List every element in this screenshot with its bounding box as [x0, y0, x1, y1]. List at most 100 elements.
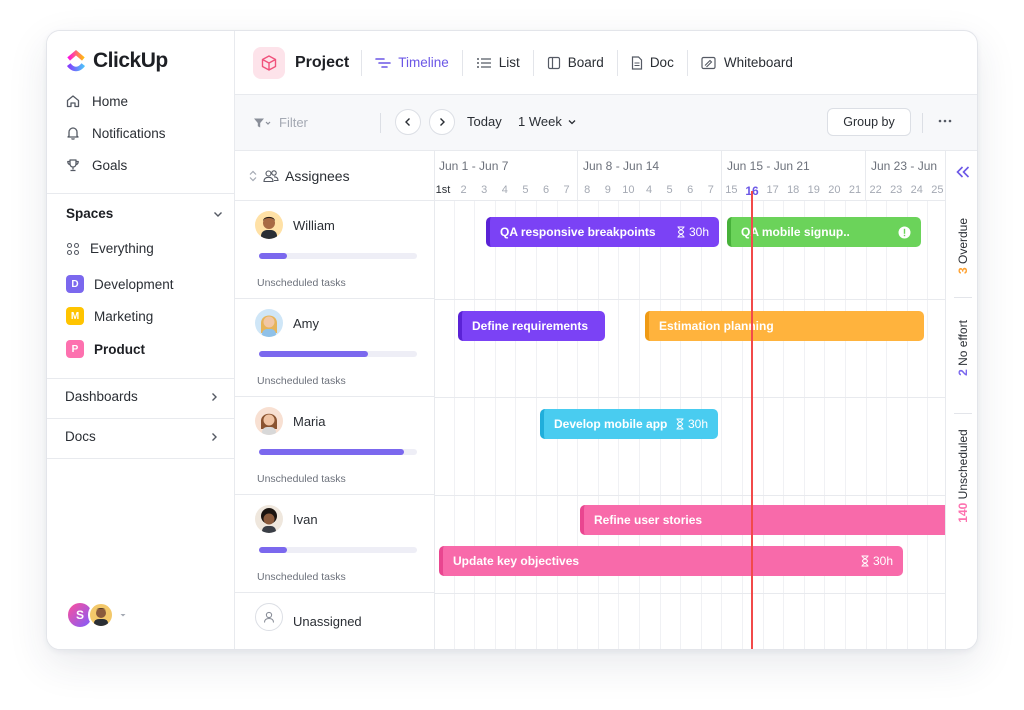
header-divider	[532, 49, 534, 76]
header-divider	[361, 49, 363, 76]
filter-label: Filter	[279, 115, 308, 130]
chevron-down-icon[interactable]	[212, 208, 224, 220]
task-estimate: 30h	[676, 225, 709, 239]
next-button[interactable]	[429, 109, 455, 135]
tab-timeline[interactable]: Timeline	[375, 55, 449, 70]
space-marketing-label: Marketing	[94, 308, 154, 324]
overdue-counter[interactable]: 3 Overdue	[956, 218, 970, 274]
task-label: QA mobile signup..	[741, 225, 850, 239]
collapse-button[interactable]	[955, 165, 971, 184]
no-effort-count: 2	[956, 369, 970, 376]
unscheduled-tasks-link[interactable]: Unscheduled tasks	[257, 375, 346, 387]
assignee-row-ivan: Ivan Unscheduled tasks	[235, 495, 435, 593]
task-label: Develop mobile app	[554, 417, 668, 431]
tab-list[interactable]: List	[476, 55, 520, 70]
avatar	[255, 407, 283, 435]
workload-bar	[259, 547, 417, 553]
filter-icon	[254, 118, 271, 127]
assignee-row-william: William Unscheduled tasks	[235, 201, 435, 299]
clickup-logo[interactable]: ClickUp	[65, 49, 168, 73]
whiteboard-icon	[701, 56, 716, 69]
timeline-toolbar: Filter Today 1 Week Group by	[235, 95, 977, 151]
assignees-header[interactable]: Assignees	[235, 151, 435, 201]
filter-control[interactable]: Filter	[253, 115, 308, 130]
assignees-column: Assignees William Unscheduled tasks Amy …	[235, 151, 435, 649]
avatar	[255, 505, 283, 533]
chevron-right-icon	[440, 118, 445, 126]
day-gridline	[536, 201, 537, 649]
estimate-value: 30h	[687, 417, 708, 431]
user-avatar-photo	[88, 602, 114, 628]
day-label: 23	[890, 184, 903, 196]
task-label: Define requirements	[472, 319, 589, 333]
task-estimate: 30h	[860, 554, 893, 568]
group-by-button[interactable]: Group by	[827, 108, 911, 136]
assignee-name: Unassigned	[293, 614, 362, 629]
sort-icon[interactable]	[249, 170, 257, 182]
header: Project Timeline List Board Doc Whiteboa…	[235, 31, 977, 95]
nav-home[interactable]: Home	[65, 93, 128, 109]
day-label: 6	[542, 184, 550, 196]
estimate-value: 30h	[688, 225, 709, 239]
tab-doc-label: Doc	[649, 55, 674, 70]
day-label: 4	[645, 184, 653, 196]
sidebar-docs[interactable]: Docs	[65, 429, 220, 444]
unscheduled-tasks-link[interactable]: Unscheduled tasks	[257, 473, 346, 485]
range-dropdown[interactable]: 1 Week	[518, 114, 577, 129]
unscheduled-tasks-link[interactable]: Unscheduled tasks	[257, 571, 346, 583]
task-bar-update-key-objectives[interactable]: Update key objectives 30h	[439, 546, 903, 576]
sidebar-divider	[47, 193, 235, 194]
dashboards-label: Dashboards	[65, 389, 138, 404]
nav-notifications[interactable]: Notifications	[65, 125, 166, 141]
rail-divider	[954, 297, 972, 298]
row-divider	[435, 495, 945, 496]
prev-button[interactable]	[395, 109, 421, 135]
day-gridline	[824, 201, 826, 649]
workload-fill	[259, 547, 288, 553]
more-options-button[interactable]	[937, 114, 953, 133]
space-marketing[interactable]: M Marketing	[66, 307, 153, 325]
spaces-header[interactable]: Spaces	[66, 206, 224, 221]
task-bar-estimation-planning[interactable]: Estimation planning	[645, 311, 924, 341]
no-effort-counter[interactable]: 2 No effort	[956, 320, 970, 376]
assignee-row-amy: Amy Unscheduled tasks	[235, 299, 435, 397]
tab-whiteboard[interactable]: Whiteboard	[701, 55, 793, 70]
user-menu[interactable]: S	[66, 601, 128, 629]
nav-notifications-label: Notifications	[92, 125, 166, 141]
space-product-badge: P	[66, 340, 84, 358]
tab-doc[interactable]: Doc	[631, 55, 674, 70]
space-development[interactable]: D Development	[66, 275, 174, 293]
unscheduled-tasks-link[interactable]: Unscheduled tasks	[257, 277, 346, 289]
avatar	[255, 211, 283, 239]
row-divider	[435, 593, 945, 594]
task-bar-qa-responsive[interactable]: QA responsive breakpoints 30h	[486, 217, 719, 247]
task-label: Update key objectives	[453, 554, 580, 568]
avatar	[255, 309, 283, 337]
day-label: 7	[707, 184, 714, 196]
timeline-grid: Jun 1 - Jun 7 Jun 8 - Jun 14 Jun 15 - Ju…	[435, 151, 945, 649]
user-icon	[263, 611, 275, 623]
day-label: 21	[848, 184, 862, 196]
task-bar-define-requirements[interactable]: Define requirements	[458, 311, 605, 341]
task-bar-qa-mobile-signup[interactable]: QA mobile signup..	[727, 217, 921, 247]
week-divider	[865, 151, 866, 201]
workload-fill	[259, 253, 288, 259]
space-everything[interactable]: Everything	[66, 241, 154, 256]
day-gridline	[845, 201, 846, 649]
day-label: 18	[787, 184, 800, 196]
today-button[interactable]: Today	[467, 114, 502, 129]
space-product[interactable]: P Product	[66, 340, 145, 358]
day-gridline	[515, 201, 517, 649]
tab-board[interactable]: Board	[547, 55, 604, 70]
sidebar-dashboards[interactable]: Dashboards	[65, 389, 220, 404]
today-marker	[751, 191, 753, 649]
task-bar-refine-user-stories[interactable]: Refine user stories	[580, 505, 945, 535]
project-icon	[253, 46, 285, 79]
task-bar-develop-mobile-app[interactable]: Develop mobile app 30h	[540, 409, 718, 439]
tab-board-label: Board	[567, 55, 604, 70]
day-label: 20	[828, 184, 841, 196]
row-divider	[435, 299, 945, 300]
unscheduled-counter[interactable]: 140 Unscheduled	[956, 429, 970, 522]
app-window: ClickUp Home Notifications Goals Spaces …	[46, 30, 978, 650]
nav-goals[interactable]: Goals	[65, 157, 127, 173]
